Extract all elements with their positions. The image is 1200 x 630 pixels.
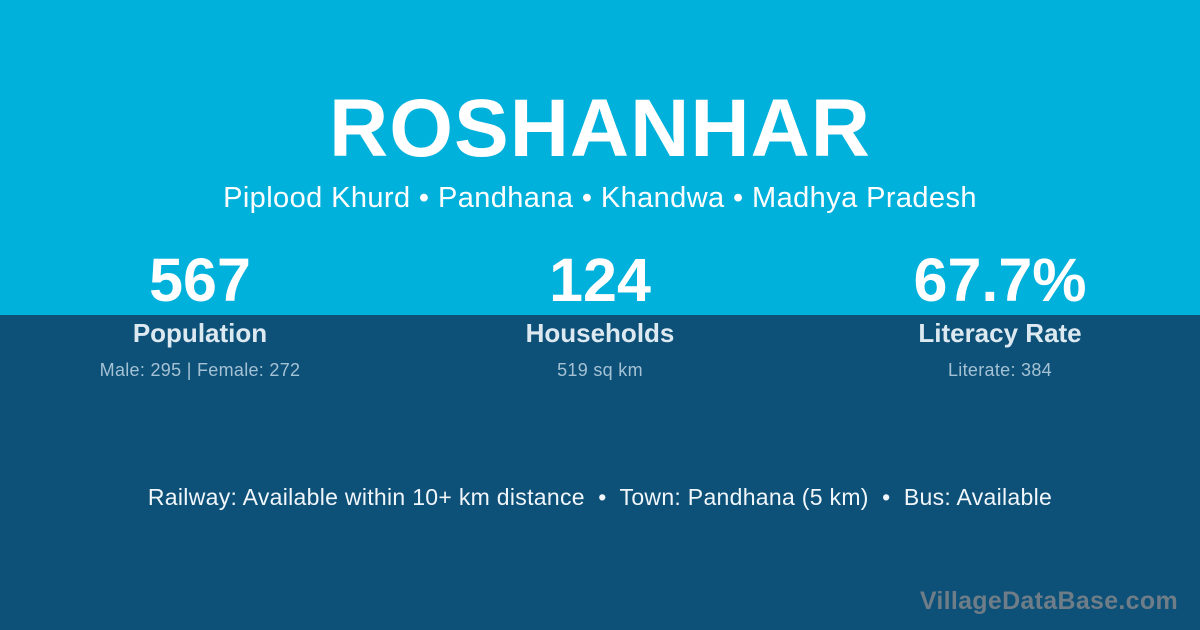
literacy-detail: Literate: 384 bbox=[948, 359, 1052, 380]
population-detail: Male: 295 | Female: 272 bbox=[99, 359, 301, 380]
population-value: 567 bbox=[149, 246, 251, 314]
literacy-value: 67.7% bbox=[913, 246, 1087, 314]
stat-population: 567 Population Male: 295 | Female: 272 bbox=[0, 250, 400, 381]
stats-row: 567 Population Male: 295 | Female: 272 1… bbox=[0, 250, 1200, 381]
households-label: Households bbox=[525, 318, 675, 348]
households-detail: 519 sq km bbox=[557, 359, 643, 380]
literacy-label: Literacy Rate bbox=[918, 318, 1082, 348]
households-value: 124 bbox=[549, 246, 651, 314]
stat-literacy: 67.7% Literacy Rate Literate: 384 bbox=[800, 250, 1200, 381]
watermark-text: VillageDataBase.com bbox=[919, 587, 1178, 615]
location-breadcrumb: Piplood Khurd • Pandhana • Khandwa • Mad… bbox=[223, 182, 977, 214]
population-label: Population bbox=[132, 318, 268, 348]
stat-households: 124 Households 519 sq km bbox=[400, 250, 800, 381]
top-background-band bbox=[0, 0, 1200, 315]
village-name-title: ROSHANHAR bbox=[329, 83, 871, 174]
transport-info-line: Railway: Available within 10+ km distanc… bbox=[147, 484, 1053, 510]
